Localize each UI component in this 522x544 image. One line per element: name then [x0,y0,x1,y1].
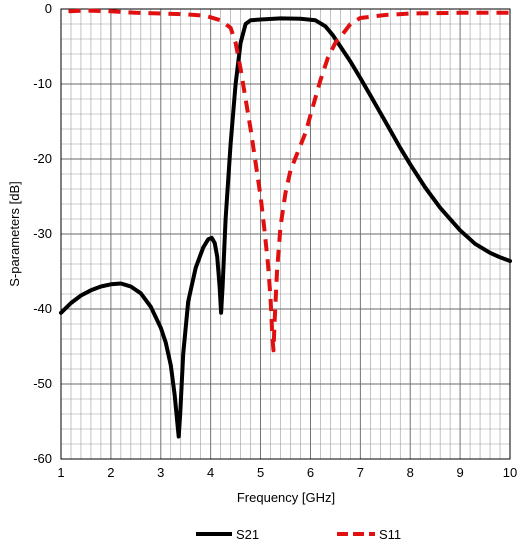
x-tick-label: 4 [207,465,214,480]
x-axis-label: Frequency [GHz] [237,490,335,505]
major-gridlines [60,8,511,460]
series-layer [59,8,512,439]
series-line-s11 [68,8,510,353]
y-tick-label: -10 [33,76,52,91]
x-tick-label: 6 [307,465,314,480]
x-tick-label: 5 [257,465,264,480]
y-tick-label: -60 [33,451,52,466]
x-tick-label: 1 [57,465,64,480]
legend-label-s11: S11 [379,527,401,542]
y-tick-label: -50 [33,376,52,391]
series-line-s21 [59,16,512,439]
y-axis-label: S-parameters [dB] [7,181,22,287]
plot-area-border [60,8,511,460]
x-tick-label: 3 [157,465,164,480]
y-tick-label: -20 [33,151,52,166]
x-tick-label: 9 [456,465,463,480]
y-axis-tick-labels: 0 -10 -20 -30 -40 -50 -60 [33,1,52,466]
x-tick-label: 8 [407,465,414,480]
legend-label-s21: S21 [236,527,259,542]
x-tick-label: 2 [107,465,114,480]
legend: S21 S11 [196,527,401,542]
x-tick-label: 7 [357,465,364,480]
y-tick-label: 0 [45,1,52,16]
y-tick-label: -30 [33,226,52,241]
x-axis-tick-labels: 1 2 3 4 5 6 7 8 9 10 [57,465,517,480]
y-tick-label: -40 [33,301,52,316]
x-tick-label: 10 [503,465,517,480]
